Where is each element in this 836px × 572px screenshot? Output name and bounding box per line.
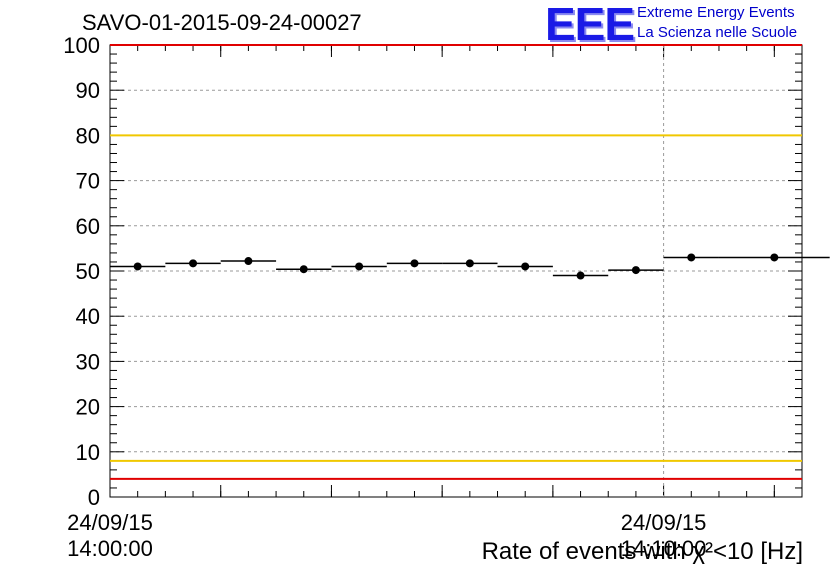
data-point bbox=[687, 253, 696, 262]
data-point bbox=[133, 262, 142, 271]
data-point bbox=[521, 262, 530, 271]
data-point bbox=[244, 257, 253, 266]
x-tick-label: 24/09/15 14:10:00 bbox=[614, 510, 714, 562]
y-tick-label: 10 bbox=[76, 440, 100, 465]
x-tick-time: 14:00:00 bbox=[67, 536, 153, 561]
y-tick-label: 30 bbox=[76, 349, 100, 374]
logo-subtitle-2: La Scienza nelle Scuole bbox=[637, 24, 798, 41]
data-point bbox=[355, 262, 364, 271]
y-tick-label: 90 bbox=[76, 78, 100, 103]
x-tick-date: 24/09/15 bbox=[67, 510, 153, 535]
y-tick-label: 40 bbox=[76, 304, 100, 329]
data-point bbox=[465, 259, 474, 268]
x-tick-time: 14:10:00 bbox=[620, 536, 707, 561]
y-tick-label: 80 bbox=[76, 123, 100, 148]
y-tick-label: 100 bbox=[63, 33, 100, 58]
x-tick-label: 24/09/15 14:00:00 bbox=[60, 510, 160, 562]
data-point bbox=[576, 271, 585, 280]
data-point bbox=[299, 265, 308, 274]
logo-subtitle-1: Extreme Energy Events bbox=[637, 4, 795, 21]
x-axis-title: Rate of events with χ²<10 [Hz] bbox=[481, 538, 803, 565]
y-tick-label: 70 bbox=[76, 169, 100, 194]
data-point bbox=[631, 266, 640, 275]
plot-title: SAVO-01-2015-09-24-00027 bbox=[82, 10, 362, 35]
y-tick-label: 20 bbox=[76, 395, 100, 420]
y-tick-label: 50 bbox=[76, 259, 100, 284]
x-tick-date: 24/09/15 bbox=[620, 510, 707, 535]
eee-logo: EEE bbox=[545, 0, 635, 50]
data-point bbox=[189, 259, 198, 268]
y-tick-label: 0 bbox=[88, 485, 100, 510]
data-point bbox=[770, 253, 779, 262]
data-point bbox=[410, 259, 419, 268]
y-tick-label: 60 bbox=[76, 214, 100, 239]
